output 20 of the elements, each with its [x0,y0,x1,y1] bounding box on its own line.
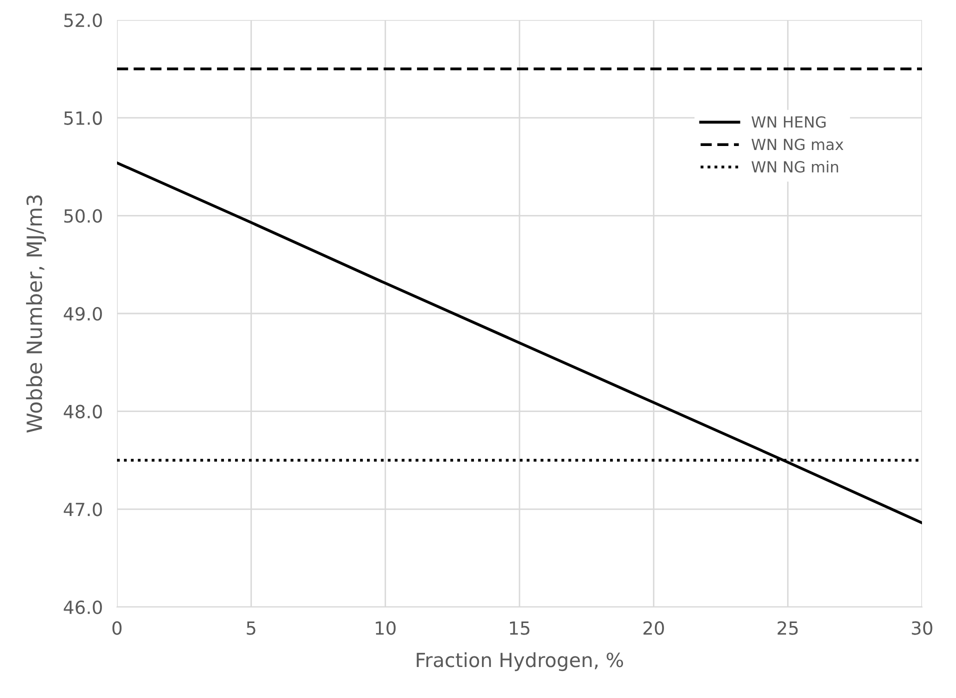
legend-label: WN HENG [752,116,826,128]
x-tick-label: 10 [376,621,396,635]
line-series [117,161,922,524]
x-tick-label: 0 [112,621,122,635]
x-tick-label: 20 [644,621,664,635]
y-tick-label: 48.0 [64,404,102,418]
x-tick-label: 5 [246,621,256,635]
x-tick-label: 30 [912,621,932,635]
y-tick-label: 51.0 [64,111,102,125]
y-tick-label: 46.0 [64,600,102,614]
y-tick-label: 52.0 [64,13,102,28]
y-tick-label: 50.0 [64,209,102,223]
y-tick-label: 49.0 [64,306,102,321]
legend-label: WN NG max [752,138,844,150]
x-axis-title: Fraction Hydrogen, % [416,652,624,672]
y-axis-title: Wobbe Number, MJ/m3 [26,195,46,433]
x-tick-label: 25 [778,621,798,635]
legend-label: WN NG min [752,160,838,173]
y-tick-label: 47.0 [64,502,102,516]
x-tick-label: 15 [510,621,530,635]
